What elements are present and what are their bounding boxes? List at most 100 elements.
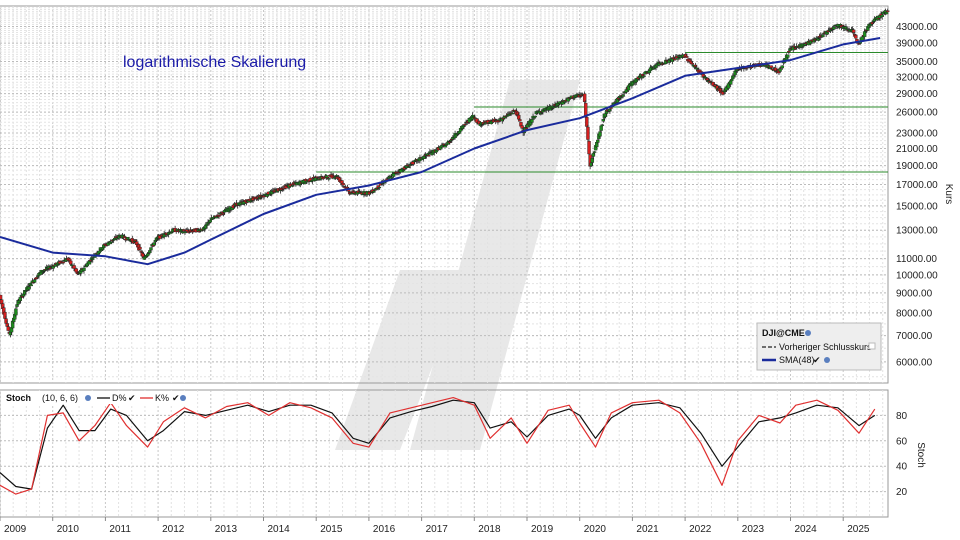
support-lines bbox=[316, 52, 888, 173]
globe-icon[interactable] bbox=[85, 395, 91, 401]
y-tick-label: 11000.00 bbox=[896, 254, 937, 265]
globe-icon[interactable] bbox=[180, 395, 186, 401]
candle bbox=[14, 308, 18, 316]
candle bbox=[153, 240, 158, 243]
candle bbox=[828, 29, 833, 32]
candle bbox=[321, 177, 326, 179]
checkmark-icon[interactable]: ✔ bbox=[128, 393, 136, 403]
x-tick-label: 2012 bbox=[162, 524, 185, 535]
candle bbox=[3, 311, 7, 319]
x-tick-label: 2018 bbox=[478, 524, 501, 535]
candle bbox=[27, 286, 31, 290]
candle bbox=[208, 220, 212, 223]
candle bbox=[778, 68, 782, 72]
candle bbox=[434, 150, 439, 153]
price-y-axis-label: Kurs bbox=[943, 184, 954, 205]
candle bbox=[590, 157, 595, 163]
candle bbox=[552, 106, 556, 108]
candle bbox=[780, 65, 784, 69]
checkmark-icon[interactable]: ✔ bbox=[813, 355, 821, 365]
candle bbox=[169, 232, 173, 234]
candle bbox=[642, 75, 646, 77]
checkmark-icon[interactable]: ✔ bbox=[172, 393, 180, 403]
stoch-lines bbox=[0, 397, 876, 495]
x-tick-label: 2021 bbox=[636, 524, 659, 535]
stoch-k-label: K% bbox=[155, 393, 169, 403]
price-annotation: logarithmische Skalierung bbox=[123, 54, 306, 71]
candle bbox=[109, 241, 114, 243]
candle bbox=[518, 119, 522, 122]
candle bbox=[219, 213, 223, 216]
stoch-title: Stoch bbox=[6, 393, 31, 403]
candle bbox=[61, 261, 65, 264]
candle bbox=[635, 79, 640, 81]
candle bbox=[462, 125, 466, 127]
candle bbox=[407, 166, 411, 168]
candle bbox=[773, 67, 778, 71]
candle bbox=[598, 131, 602, 137]
x-tick-label: 2023 bbox=[742, 524, 765, 535]
stoch-params: (10, 6, 6) bbox=[42, 393, 78, 403]
candle bbox=[444, 143, 449, 146]
candle bbox=[68, 258, 72, 261]
y-tick-label: 29000.00 bbox=[896, 89, 938, 100]
candle bbox=[652, 67, 656, 70]
candle bbox=[592, 151, 597, 153]
candle bbox=[591, 153, 596, 157]
candle bbox=[302, 182, 307, 184]
candle bbox=[504, 115, 509, 117]
price-y-ticks: 6000.00 7000.00 8000.00 9000.00 10000.00 1100… bbox=[896, 22, 938, 368]
candle bbox=[115, 237, 119, 240]
candle bbox=[851, 29, 856, 33]
candle bbox=[473, 117, 477, 119]
candle bbox=[816, 38, 821, 41]
candle bbox=[685, 56, 689, 58]
x-tick-label: 2010 bbox=[57, 524, 80, 535]
candle bbox=[589, 162, 593, 167]
price-candles bbox=[0, 8, 890, 338]
candle bbox=[148, 250, 152, 254]
candle bbox=[613, 101, 618, 104]
candle bbox=[138, 246, 142, 250]
y-tick-label: 43000.00 bbox=[896, 22, 938, 33]
candle bbox=[530, 119, 534, 123]
stoch-legend: Stoch (10, 6, 6) D% ✔ K% ✔ bbox=[1, 391, 191, 404]
y-tick-label: 15000.00 bbox=[896, 201, 938, 212]
candle bbox=[275, 191, 279, 193]
y-tick-label: 20 bbox=[896, 487, 908, 498]
candle bbox=[690, 62, 694, 65]
stoch-panel: 20 40 60 80 Stoch Stoch (10, 6, 6) D% ✔ K% … bbox=[0, 389, 926, 518]
candle bbox=[884, 11, 889, 15]
candle bbox=[793, 47, 798, 50]
stoch-d-label: D% bbox=[112, 393, 127, 403]
globe-icon[interactable] bbox=[824, 357, 830, 363]
y-tick-label: 6000.00 bbox=[896, 357, 933, 368]
candle bbox=[726, 83, 731, 89]
x-axis: 2009 2010 2011 2012 2013 2014 2015 2016 2017 2018… bbox=[0, 517, 870, 535]
checkbox-icon[interactable] bbox=[868, 342, 876, 350]
candle bbox=[217, 215, 221, 217]
candle bbox=[587, 141, 591, 155]
candle bbox=[139, 251, 143, 253]
candle bbox=[74, 268, 79, 273]
candle bbox=[183, 231, 187, 234]
globe-icon[interactable] bbox=[805, 330, 811, 336]
candle bbox=[422, 156, 427, 159]
candle bbox=[372, 190, 376, 193]
candle bbox=[667, 60, 671, 63]
x-tick-label: 2013 bbox=[215, 524, 238, 535]
candle bbox=[854, 34, 858, 39]
candle bbox=[786, 54, 790, 58]
y-tick-label: 9000.00 bbox=[896, 288, 933, 299]
candle bbox=[621, 94, 625, 97]
candle bbox=[72, 265, 76, 269]
candle bbox=[483, 123, 487, 125]
stoch-y-axis-label: Stoch bbox=[915, 442, 926, 468]
candle bbox=[769, 65, 773, 68]
candle bbox=[832, 26, 836, 30]
candle bbox=[463, 123, 467, 126]
candle bbox=[619, 97, 623, 99]
candle bbox=[533, 115, 537, 118]
candle bbox=[443, 145, 447, 148]
candle bbox=[6, 326, 10, 331]
